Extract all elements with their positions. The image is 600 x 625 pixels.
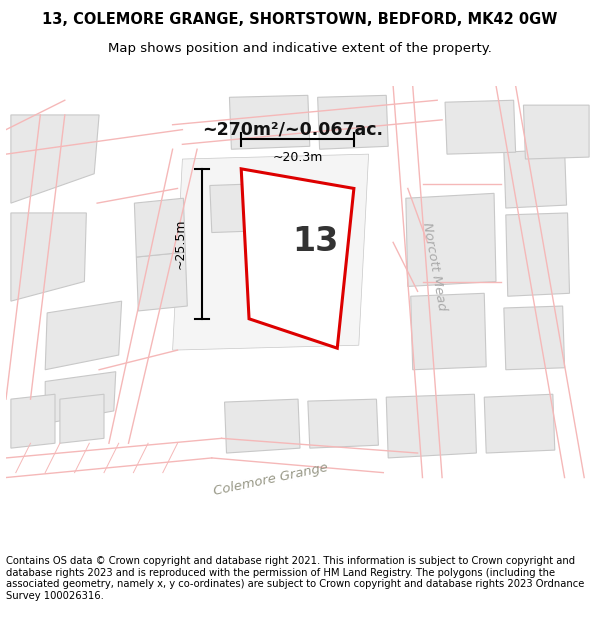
Polygon shape <box>45 301 122 370</box>
Text: ~270m²/~0.067ac.: ~270m²/~0.067ac. <box>202 121 383 139</box>
Text: Norcott Mead: Norcott Mead <box>420 222 448 312</box>
Polygon shape <box>386 394 476 458</box>
Polygon shape <box>523 105 589 159</box>
Polygon shape <box>308 399 379 448</box>
Polygon shape <box>506 213 569 296</box>
Polygon shape <box>256 260 310 321</box>
Polygon shape <box>411 293 486 370</box>
Polygon shape <box>293 193 344 252</box>
Text: 13: 13 <box>292 225 338 258</box>
Polygon shape <box>136 252 187 311</box>
Polygon shape <box>224 399 300 453</box>
Polygon shape <box>317 96 388 149</box>
Polygon shape <box>406 193 496 286</box>
Polygon shape <box>504 149 566 208</box>
Polygon shape <box>241 169 354 348</box>
Polygon shape <box>229 96 310 149</box>
Text: Colemore Grange: Colemore Grange <box>212 461 329 498</box>
Polygon shape <box>60 394 104 443</box>
Text: Contains OS data © Crown copyright and database right 2021. This information is : Contains OS data © Crown copyright and d… <box>6 556 584 601</box>
Polygon shape <box>504 306 565 370</box>
Polygon shape <box>445 100 515 154</box>
Polygon shape <box>173 154 368 350</box>
Polygon shape <box>45 372 116 424</box>
Polygon shape <box>11 213 86 301</box>
Text: ~20.3m: ~20.3m <box>272 151 323 164</box>
Polygon shape <box>134 198 185 257</box>
Polygon shape <box>484 394 555 453</box>
Text: ~25.5m: ~25.5m <box>174 219 187 269</box>
Text: 13, COLEMORE GRANGE, SHORTSTOWN, BEDFORD, MK42 0GW: 13, COLEMORE GRANGE, SHORTSTOWN, BEDFORD… <box>43 12 557 28</box>
Polygon shape <box>257 203 312 270</box>
Text: Map shows position and indicative extent of the property.: Map shows position and indicative extent… <box>108 42 492 55</box>
Polygon shape <box>11 394 55 448</box>
Polygon shape <box>11 115 99 203</box>
Polygon shape <box>210 184 266 232</box>
